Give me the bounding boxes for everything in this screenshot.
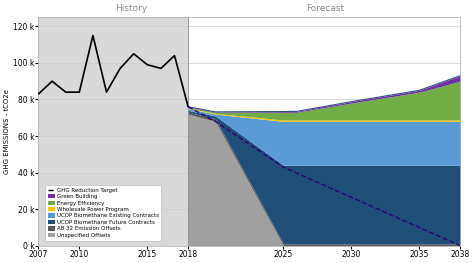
Bar — [38, 17, 188, 246]
Text: History: History — [115, 4, 147, 13]
Text: Forecast: Forecast — [306, 4, 344, 13]
Y-axis label: GHG EMISSIONS - tCO2e: GHG EMISSIONS - tCO2e — [4, 89, 10, 174]
Legend: GHG Reduction Target, Green Building, Energy Efficiency, Wholesale Power Program: GHG Reduction Target, Green Building, En… — [46, 185, 161, 241]
